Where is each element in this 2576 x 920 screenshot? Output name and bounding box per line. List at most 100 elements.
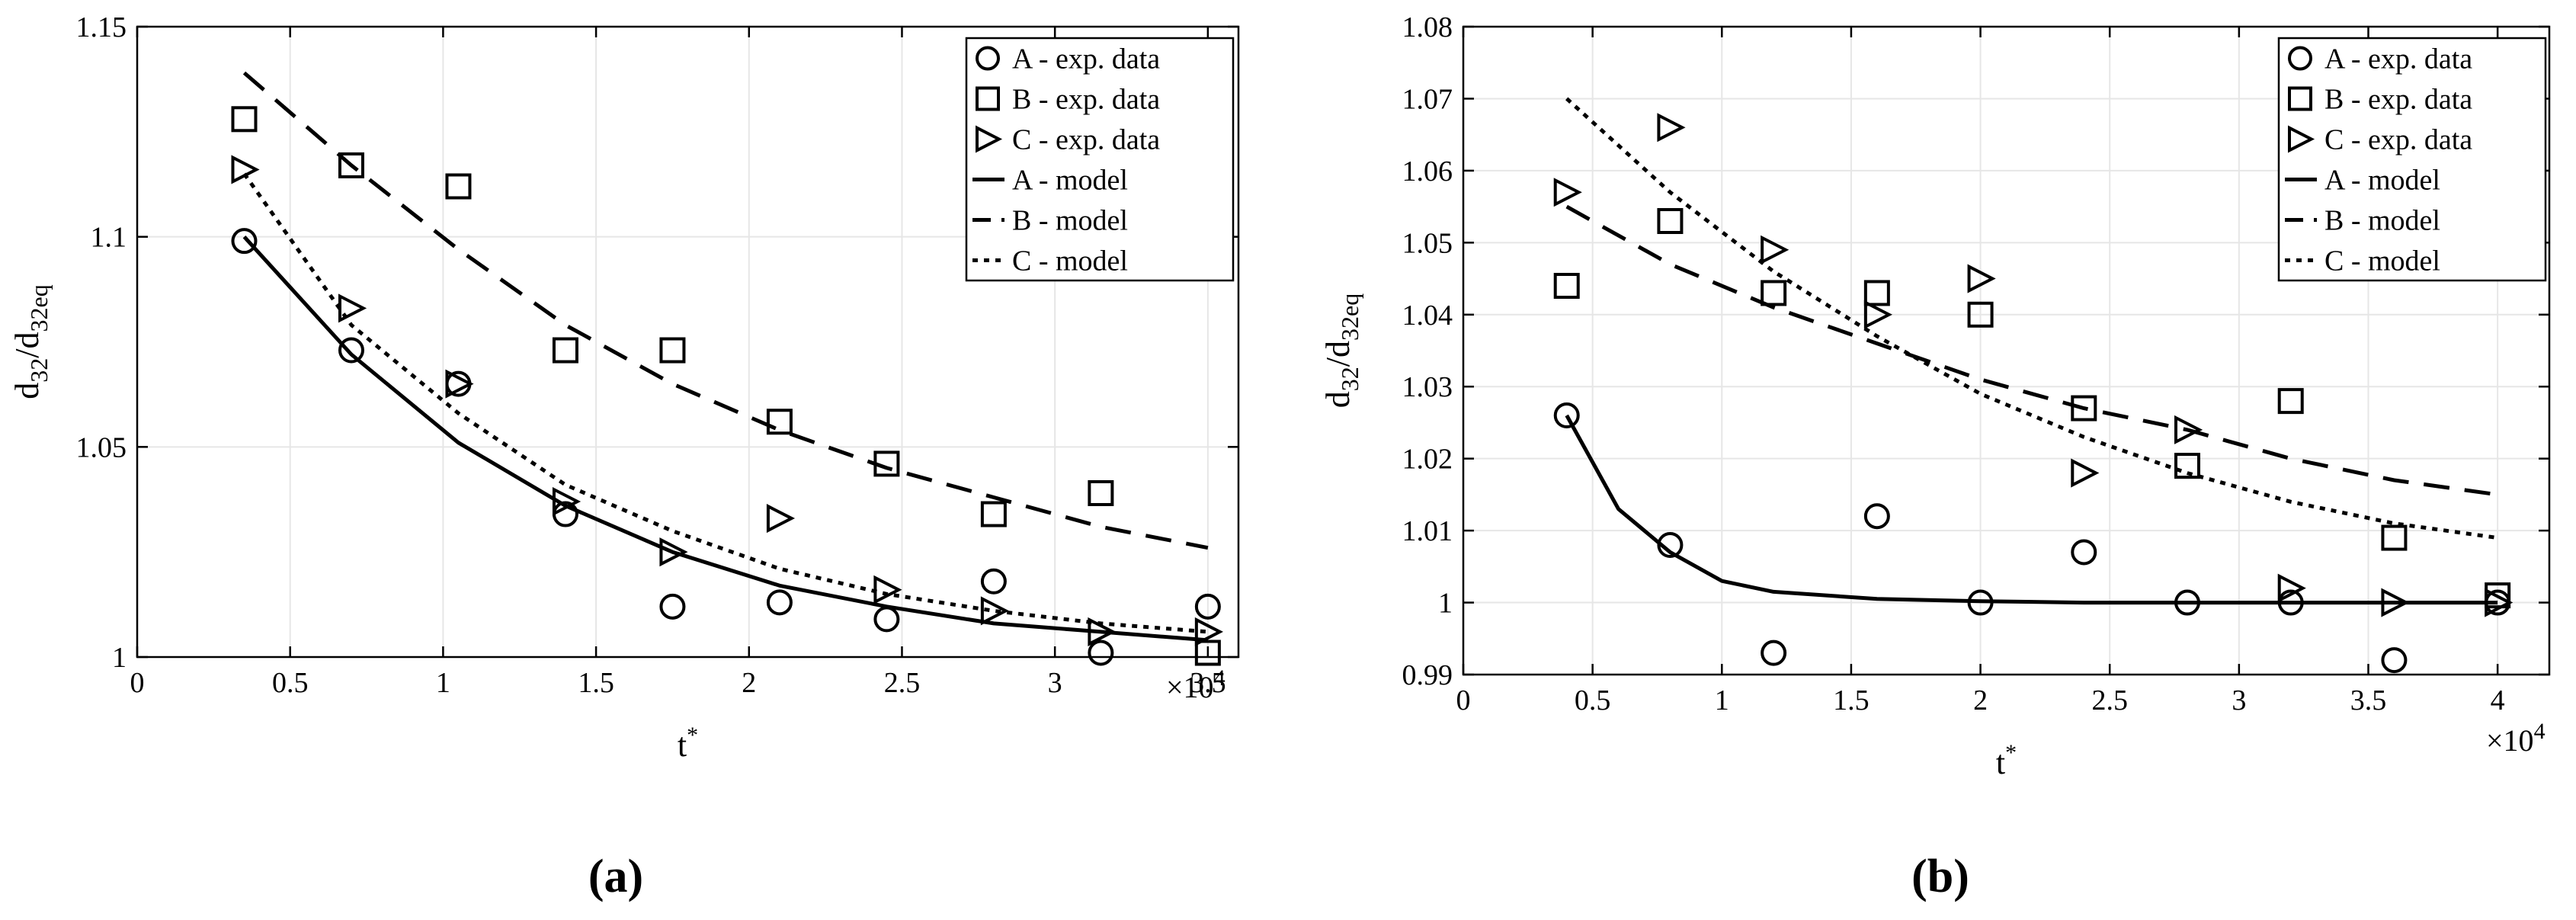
legend-label: B - model <box>1012 205 1128 237</box>
legend-box <box>2277 37 2547 282</box>
legend-label: B - model <box>2324 205 2440 237</box>
series-markers-a <box>1553 402 2511 674</box>
legend-label: A - exp. data <box>1012 43 1160 75</box>
data-point-circle <box>659 593 686 620</box>
series-markers-c <box>1553 113 2514 617</box>
data-point-square <box>766 409 793 435</box>
x-multiplier: ×104 <box>1166 665 1226 704</box>
legend-box <box>965 37 1235 282</box>
x-axis-label-main: t <box>1996 744 2005 781</box>
data-point-triangle <box>231 155 260 184</box>
legend-label: B - exp. data <box>2324 84 2472 116</box>
y-tick-label: 1.05 <box>1402 227 1453 259</box>
data-point-square <box>1553 273 1580 299</box>
x-tick-label: 0.5 <box>272 667 309 699</box>
data-point-square <box>1194 640 1221 666</box>
legend-label: C - model <box>2324 245 2440 277</box>
data-point-square <box>2381 524 2408 551</box>
axes-box <box>136 25 1240 659</box>
data-point-circle <box>1088 640 1114 666</box>
x-axis-label-sup: * <box>2005 740 2017 765</box>
y-tick-label: 1.06 <box>1402 155 1453 188</box>
data-point-circle <box>1194 593 1221 620</box>
y-tick-label: 1.05 <box>76 431 127 463</box>
x-axis-label: t* <box>678 723 698 764</box>
y-label-sub1: 32 <box>25 358 53 383</box>
y-tick-label: 1.02 <box>1402 444 1453 476</box>
data-point-triangle <box>766 504 796 534</box>
x-tick-label: 4 <box>2491 684 2505 716</box>
legend-label: A - model <box>1012 165 1128 197</box>
data-point-circle <box>766 589 793 616</box>
data-point-square <box>2174 453 2200 479</box>
axes-box <box>1462 25 2551 676</box>
y-label-d: d <box>1319 391 1357 408</box>
x-multiplier-exponent: 4 <box>2534 719 2546 744</box>
y-tick-label: 1.15 <box>76 11 127 43</box>
data-point-triangle <box>1863 300 1892 329</box>
data-point-square <box>1863 280 1890 306</box>
legend-symbol-square <box>976 86 1000 111</box>
data-point-triangle <box>552 486 582 517</box>
x-multiplier: ×104 <box>2486 719 2546 758</box>
y-tick-label: 1.08 <box>1402 11 1453 43</box>
data-point-triangle <box>2381 588 2410 617</box>
data-point-circle <box>1657 532 1684 558</box>
x-multiplier-exponent: 4 <box>1214 665 1226 691</box>
chart-panel-a: 0 0.5 1 1.5 2 2.5 3 3.5 1 1.05 1.1 1.15 ×104 t* d32/d3… <box>8 11 1240 902</box>
data-point-circle <box>2277 589 2304 616</box>
y-tick-label: 1.07 <box>1402 83 1453 115</box>
data-point-triangle <box>2174 415 2203 444</box>
x-tick-label: 2.5 <box>884 667 921 699</box>
legend: A - exp. data B - exp. data C - exp. data A… <box>965 37 1235 282</box>
x-tick-label: 1 <box>436 667 450 699</box>
data-point-circle <box>2071 539 2097 566</box>
series-markers-b <box>1553 208 2511 609</box>
data-point-circle <box>1553 402 1580 428</box>
data-point-triangle <box>2485 588 2514 617</box>
x-tick-label: 3.5 <box>1190 667 1226 699</box>
series-line-a-model <box>242 236 1209 643</box>
data-point-circle <box>1863 503 1890 530</box>
x-tick-label: 2.5 <box>2091 684 2128 716</box>
legend-symbol-circle <box>2288 46 2312 71</box>
y-label-sub1: 32 <box>1336 367 1363 391</box>
data-point-square <box>1761 280 1787 306</box>
legend-label: C - exp. data <box>2324 124 2472 156</box>
data-point-square <box>231 106 258 133</box>
data-point-circle <box>231 228 258 255</box>
data-point-triangle <box>1194 617 1223 646</box>
series-line-c-model <box>242 172 1209 634</box>
legend-symbol-circle <box>976 46 1000 71</box>
x-tick-label: 0 <box>1456 684 1471 716</box>
legend: A - exp. data B - exp. data C - exp. data A… <box>2277 37 2547 282</box>
legend-label: C - exp. data <box>1012 124 1160 156</box>
x-multiplier-prefix: ×10 <box>2486 723 2534 758</box>
y-axis-label: d32/d32eq <box>1319 293 1363 408</box>
legend-label: C - model <box>1012 245 1128 277</box>
y-tick-label: 1 <box>1438 588 1453 620</box>
data-point-square <box>1967 301 1994 328</box>
x-axis-label-main: t <box>678 726 687 764</box>
data-point-square <box>1657 208 1684 234</box>
series-line-b-model <box>1565 204 2498 497</box>
x-tick-label: 3 <box>1048 667 1062 699</box>
x-tick-label: 1.5 <box>1833 684 1870 716</box>
data-point-circle <box>2174 589 2200 616</box>
x-axis-label-sup: * <box>687 723 698 748</box>
legend-symbol-triangle <box>976 125 1003 153</box>
y-tick-label: 1 <box>112 642 127 674</box>
y-tick-label: 0.99 <box>1402 659 1453 691</box>
data-point-square <box>2277 388 2304 415</box>
data-point-triangle <box>2277 573 2306 603</box>
y-tick-label: 1.03 <box>1402 371 1453 403</box>
data-point-triangle <box>659 537 688 567</box>
x-tick-label: 3 <box>2232 684 2246 716</box>
data-point-triangle <box>1088 617 1117 646</box>
x-tick-label: 1.5 <box>578 667 614 699</box>
x-tick-label: 2 <box>742 667 756 699</box>
x-multiplier-prefix: ×10 <box>1166 670 1214 704</box>
data-point-square <box>873 450 900 477</box>
data-point-triangle <box>1761 235 1789 264</box>
